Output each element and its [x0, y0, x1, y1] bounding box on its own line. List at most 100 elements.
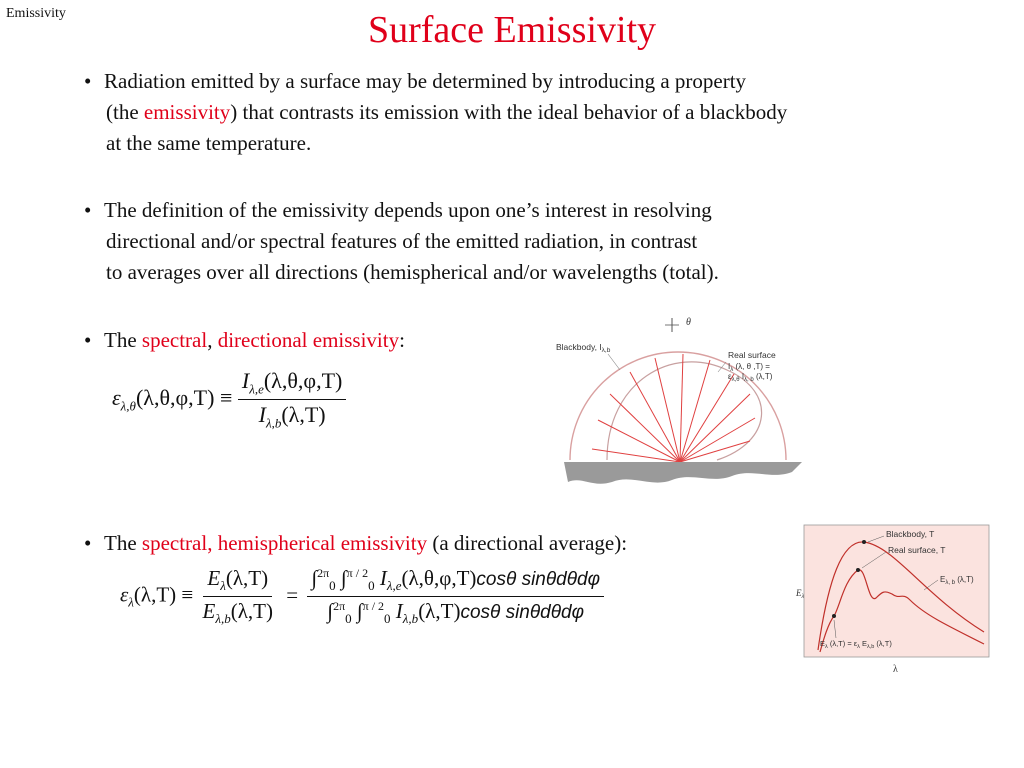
eq2-num-intensity: I: [379, 566, 387, 590]
real-surface-line1: Iλ (λ, θ ,T) =: [728, 362, 770, 373]
eq2-den-inner-integral: ∫: [356, 599, 363, 624]
bullet1-line3: at the same temperature.: [106, 131, 312, 155]
real-surface-intensity-sub: λ: [730, 367, 733, 373]
bottom-eq-rest1: (λ,T) = ε: [828, 639, 858, 648]
bullet-marker: •: [84, 69, 92, 93]
bullet1-line2-pre: (the: [106, 100, 144, 124]
bullet-paragraph-4: • The spectral, hemispherical emissivity …: [84, 528, 627, 559]
bullet1-line1: Radiation emitted by a surface may be de…: [104, 69, 747, 93]
eq2-f1-num-symbol: E: [207, 566, 221, 590]
eq1-fraction: Iλ,e(λ,θ,φ,T) Iλ,b(λ,T): [237, 368, 347, 432]
real-surface-emissivity-symbol: ε: [728, 372, 732, 381]
eq2-den-inner-upper: π / 2: [362, 599, 385, 614]
emission-rays: [591, 353, 756, 463]
blackbody-hemisphere-curve: [569, 351, 787, 461]
eq2-den-intensity-sub: λ,b: [402, 611, 419, 627]
blackbody-T-leader: [867, 535, 885, 543]
bottom-eq-rest2: E: [860, 639, 867, 648]
directional-emissivity-term: directional emissivity: [217, 328, 400, 352]
blackbody-label-text: Blackbody, I: [556, 342, 602, 352]
bottom-equation-label: Eλ (λ,T) = ελ Eλ,b (λ,T): [820, 639, 892, 650]
bullet-marker: •: [84, 531, 92, 555]
curve-label-symbol: E: [940, 575, 945, 584]
eq2-den-trig: cosθ sinθdθdφ: [460, 602, 585, 624]
spectral-term: spectral: [141, 328, 208, 352]
bullet2-line3: to averages over all directions (hemisph…: [106, 260, 719, 284]
y-axis-sub: λ: [801, 594, 805, 600]
blackbody-leader: [607, 353, 621, 371]
eq2-num-outer-lower: 0: [329, 578, 336, 594]
bullet3-post: :: [399, 328, 405, 352]
page-title: Surface Emissivity: [367, 9, 657, 51]
blackbody-label-sub: λ,b: [602, 347, 611, 354]
corner-label: Emissivity: [6, 6, 66, 21]
real-surface-line1-rest: (λ, θ ,T) =: [733, 362, 770, 371]
x-axis-label: λ: [893, 664, 898, 675]
eq2-num-inner-integral: ∫: [340, 566, 347, 590]
real-surface-label: Real surface: [728, 350, 776, 360]
bullet2-line1: The definition of the emissivity depends…: [104, 198, 712, 222]
hemispherical-emissivity-equation: ελ(λ,T) ≡ Eλ(λ,T) Eλ,b(λ,T) = ∫2π0 ∫π / …: [120, 566, 605, 627]
bullet-paragraph-2: • The definition of the emissivity depend…: [84, 195, 719, 288]
bullet3-mid: ,: [207, 328, 218, 352]
directional-emission-diagram: θ Blackbody, Iλ,b Real surface Iλ (λ, θ …: [556, 317, 802, 484]
curve-label-args: (λ,T): [955, 575, 974, 584]
eq2-f1-den-sub: λ,b: [215, 611, 231, 627]
emissivity-marker: [832, 614, 836, 618]
eq2-lhs-symbol: ε: [120, 582, 129, 607]
eq2-num-args: (λ,θ,φ,T): [401, 566, 477, 590]
eq1-den-subscript: λ,b: [265, 415, 282, 431]
real-surface-line2-mid: I: [740, 372, 744, 381]
bottom-eq-sub1: λ: [825, 644, 828, 650]
eq2-den-outer-upper: 2π: [333, 599, 346, 614]
bottom-eq-symbol: E: [820, 639, 825, 648]
y-axis-symbol: E: [795, 588, 802, 598]
bullet3-pre: The: [104, 328, 142, 352]
bullet4-post: (a directional average):: [427, 531, 628, 555]
directional-emissivity-equation: ελ,θ(λ,θ,φ,T) ≡ Iλ,e(λ,θ,φ,T) Iλ,b(λ,T): [112, 368, 347, 432]
eq1-lhs-symbol: ε: [112, 384, 121, 410]
eq2-lhs-subscript: λ: [128, 594, 134, 610]
eq2-f1-den-args: (λ,T): [230, 599, 273, 624]
real-surface-intensity-symbol: I: [728, 362, 730, 371]
y-axis-label: Eλ: [795, 588, 805, 600]
eq1-num-symbol: I: [241, 368, 250, 393]
eq2-den-outer-integral: ∫: [327, 599, 334, 624]
spectral-emissive-power-label: Eλ, b (λ,T): [940, 575, 974, 586]
bullet2-line2: directional and/or spectral features of …: [106, 229, 698, 253]
bullet1-line2-post: ) that contrasts its emission with the i…: [230, 100, 788, 124]
eq2-num-inner-lower: 0: [368, 578, 375, 594]
bottom-eq-sub2: λ: [857, 644, 860, 650]
eq2-num-outer-upper: 2π: [317, 566, 330, 580]
real-surface-emissivity-sub: λ,θ: [732, 377, 741, 383]
eq2-den-inner-lower: 0: [384, 611, 391, 627]
eq2-fraction-1: Eλ(λ,T) Eλ,b(λ,T): [199, 566, 277, 627]
real-surface-marker: [856, 568, 860, 572]
bullet-paragraph-1: • Radiation emitted by a surface may be d…: [84, 66, 787, 159]
eq2-equals: =: [286, 582, 299, 607]
real-surface-lobe-curve: [606, 361, 763, 461]
eq2-num-outer-integral: ∫: [311, 566, 318, 590]
real-surface-leader: [717, 361, 727, 373]
bullet4-pre: The: [104, 531, 142, 555]
eq2-f1-num-args: (λ,T): [225, 566, 269, 590]
eq1-den-args: (λ,T): [281, 402, 326, 428]
surface-ground: [564, 462, 802, 484]
spectral-emission-plot: Blackbody, T Real surface, T Eλ, b (λ,T)…: [795, 524, 990, 675]
bullet-paragraph-3: • The spectral, directional emissivity:: [84, 325, 405, 356]
eq2-den-intensity: I: [395, 599, 403, 624]
eq1-lhs-subscript: λ,θ: [120, 398, 136, 414]
eq2-num-trig: cosθ sinθdθdφ: [476, 569, 601, 590]
eq2-f1-den-symbol: E: [202, 599, 216, 624]
curve-label-sub: λ, b: [945, 580, 955, 586]
eq2-f1-num-sub: λ: [220, 578, 226, 594]
eq1-lhs-args: (λ,θ,φ,T) ≡: [135, 384, 233, 410]
real-surface-T-leader: [861, 551, 887, 569]
real-surface-line2-tail: (λ,T): [754, 372, 773, 381]
emissivity-term: emissivity: [143, 100, 231, 124]
eq1-num-subscript: λ,e: [249, 381, 264, 397]
eq2-den-args: (λ,T): [418, 599, 461, 624]
real-surface-line2-sub: λ, b: [744, 377, 754, 383]
curve-label-leader: [923, 579, 939, 591]
eq2-num-inner-upper: π / 2: [346, 566, 369, 580]
